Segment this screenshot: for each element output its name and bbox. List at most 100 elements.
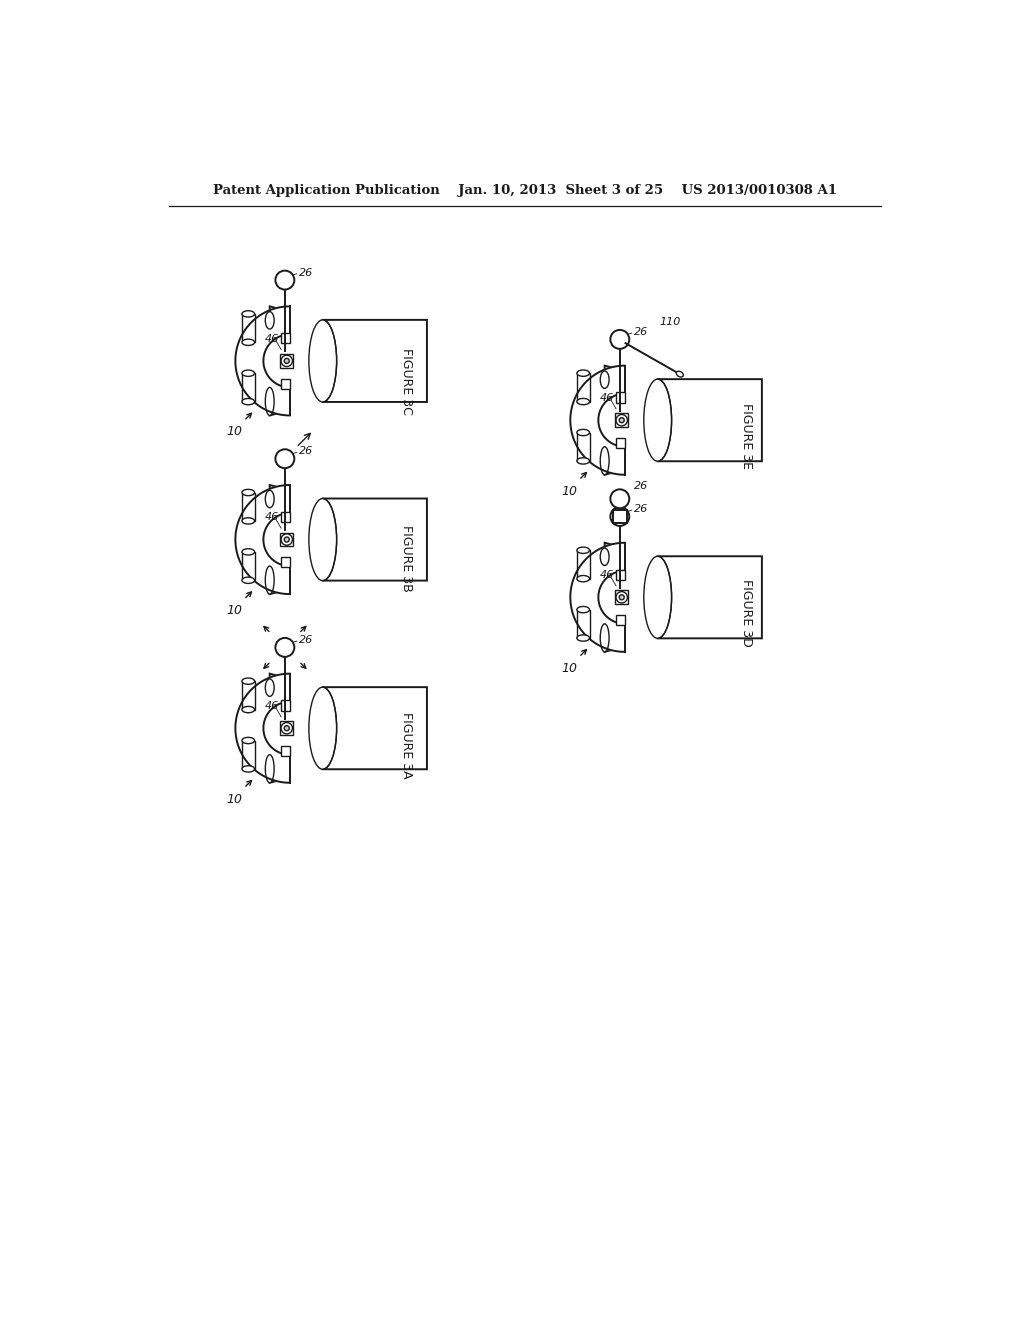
Text: FIGURE 3C: FIGURE 3C xyxy=(399,348,413,414)
Ellipse shape xyxy=(577,399,590,405)
Bar xyxy=(613,510,627,524)
PathPatch shape xyxy=(323,319,427,403)
Text: 46: 46 xyxy=(600,570,614,581)
Ellipse shape xyxy=(600,371,609,388)
Text: 26: 26 xyxy=(299,268,313,277)
Circle shape xyxy=(275,449,294,469)
Polygon shape xyxy=(570,366,625,475)
Ellipse shape xyxy=(600,624,609,652)
Text: FIGURE 3B: FIGURE 3B xyxy=(399,525,413,593)
Polygon shape xyxy=(269,673,290,702)
Text: 26: 26 xyxy=(634,327,648,337)
Polygon shape xyxy=(242,552,255,581)
Ellipse shape xyxy=(577,370,590,376)
Ellipse shape xyxy=(309,319,337,403)
Ellipse shape xyxy=(577,635,590,642)
Circle shape xyxy=(285,537,290,543)
Text: 26: 26 xyxy=(299,446,313,457)
Circle shape xyxy=(285,359,290,363)
Polygon shape xyxy=(236,484,290,594)
Circle shape xyxy=(616,414,628,426)
Polygon shape xyxy=(570,543,625,652)
Polygon shape xyxy=(242,741,255,770)
Ellipse shape xyxy=(242,310,255,317)
Ellipse shape xyxy=(242,706,255,713)
Polygon shape xyxy=(242,374,255,401)
Polygon shape xyxy=(604,624,625,652)
Ellipse shape xyxy=(577,606,590,612)
Polygon shape xyxy=(242,314,255,342)
Polygon shape xyxy=(577,610,590,638)
Text: 26: 26 xyxy=(299,635,313,644)
Polygon shape xyxy=(269,755,290,783)
Bar xyxy=(615,413,628,428)
Polygon shape xyxy=(604,543,625,570)
Circle shape xyxy=(610,490,630,508)
Ellipse shape xyxy=(242,517,255,524)
Bar xyxy=(281,746,290,756)
Bar xyxy=(281,379,290,388)
Ellipse shape xyxy=(309,688,337,770)
Polygon shape xyxy=(577,433,590,461)
Circle shape xyxy=(610,507,630,525)
PathPatch shape xyxy=(657,556,762,639)
Polygon shape xyxy=(269,484,290,513)
Ellipse shape xyxy=(577,429,590,436)
Bar xyxy=(616,569,625,579)
Polygon shape xyxy=(269,388,290,416)
Polygon shape xyxy=(236,673,290,783)
Text: 10: 10 xyxy=(561,661,578,675)
Circle shape xyxy=(620,417,625,422)
Bar xyxy=(616,392,625,403)
Text: 10: 10 xyxy=(226,425,243,438)
Ellipse shape xyxy=(265,388,274,416)
Ellipse shape xyxy=(577,576,590,582)
Ellipse shape xyxy=(242,490,255,496)
Circle shape xyxy=(616,591,628,603)
Text: 26: 26 xyxy=(634,504,648,513)
Ellipse shape xyxy=(242,738,255,743)
Polygon shape xyxy=(577,374,590,401)
Polygon shape xyxy=(604,446,625,475)
Circle shape xyxy=(610,330,630,348)
Bar xyxy=(281,354,293,368)
Text: 46: 46 xyxy=(265,701,280,711)
Polygon shape xyxy=(236,306,290,416)
Ellipse shape xyxy=(242,549,255,554)
Ellipse shape xyxy=(265,566,274,594)
Bar xyxy=(281,721,293,735)
Text: FIGURE 3E: FIGURE 3E xyxy=(740,403,753,469)
Polygon shape xyxy=(242,681,255,710)
Polygon shape xyxy=(577,550,590,578)
Bar xyxy=(281,701,290,710)
Ellipse shape xyxy=(265,490,274,508)
Text: 26: 26 xyxy=(634,480,648,491)
Bar xyxy=(281,333,290,343)
PathPatch shape xyxy=(657,379,762,461)
Text: 46: 46 xyxy=(265,334,280,343)
Bar xyxy=(281,532,293,546)
Ellipse shape xyxy=(265,312,274,329)
Bar xyxy=(281,512,290,521)
Text: FIGURE 3A: FIGURE 3A xyxy=(399,711,413,779)
PathPatch shape xyxy=(323,688,427,770)
Text: 10: 10 xyxy=(561,484,578,498)
Polygon shape xyxy=(269,306,290,334)
Ellipse shape xyxy=(600,446,609,475)
Text: FIGURE 3D: FIGURE 3D xyxy=(740,579,753,647)
Polygon shape xyxy=(242,492,255,521)
Ellipse shape xyxy=(676,371,683,378)
Ellipse shape xyxy=(242,577,255,583)
Bar xyxy=(616,438,625,447)
Ellipse shape xyxy=(242,678,255,684)
Ellipse shape xyxy=(242,399,255,405)
Text: 46: 46 xyxy=(265,512,280,523)
Text: Patent Application Publication    Jan. 10, 2013  Sheet 3 of 25    US 2013/001030: Patent Application Publication Jan. 10, … xyxy=(213,185,837,197)
Text: 110: 110 xyxy=(659,318,681,327)
Polygon shape xyxy=(604,366,625,393)
Text: 46: 46 xyxy=(600,393,614,403)
Bar xyxy=(281,557,290,568)
Ellipse shape xyxy=(644,379,672,461)
Circle shape xyxy=(281,533,293,545)
Ellipse shape xyxy=(265,678,274,697)
